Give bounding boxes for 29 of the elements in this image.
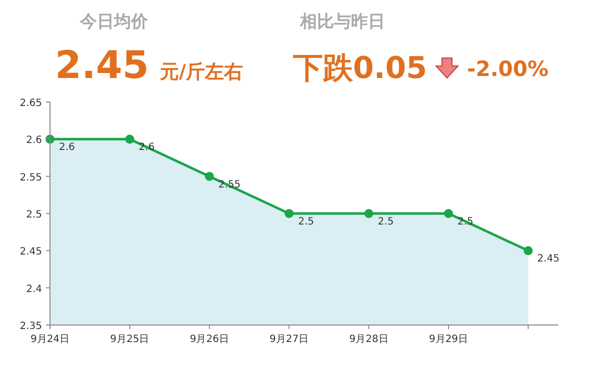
text: 元/斤左右 — [159, 61, 243, 83]
point — [284, 209, 294, 218]
point — [444, 209, 453, 218]
point — [364, 209, 374, 218]
y-tick-label: 2.4 — [26, 284, 42, 295]
y-tick-label: 2.55 — [20, 172, 42, 184]
text: 今日均价 — [79, 12, 149, 32]
y-tick-label: 2.35 — [20, 321, 42, 332]
x-tick-label: 9月27日 — [270, 334, 309, 345]
x-tick-label: 9月28日 — [349, 334, 388, 345]
x-tick-label: 9月25日 — [110, 334, 150, 345]
text: -2.00% — [467, 57, 549, 81]
data-label: 2.6 — [59, 142, 75, 154]
x-tick-label: 9月26日 — [190, 334, 229, 345]
text: 下跌0.05 — [292, 51, 428, 86]
y-tick-label: 2.65 — [20, 98, 42, 109]
point — [524, 246, 533, 256]
text: 相比与昨日 — [299, 12, 385, 32]
y-tick-label: 2.45 — [20, 246, 42, 258]
point — [125, 134, 134, 144]
y-tick-label: 2.5 — [26, 210, 42, 220]
y-tick-label: 2.6 — [26, 135, 42, 146]
text: 2.45 — [55, 43, 149, 87]
data-label: 2.45 — [537, 254, 560, 265]
x-tick-label: 9月29日 — [428, 334, 468, 345]
data-label: 2.5 — [378, 216, 394, 228]
x-tick-label: 9月24日 — [30, 334, 70, 345]
point — [204, 172, 214, 181]
data-label: 2.5 — [298, 216, 314, 228]
